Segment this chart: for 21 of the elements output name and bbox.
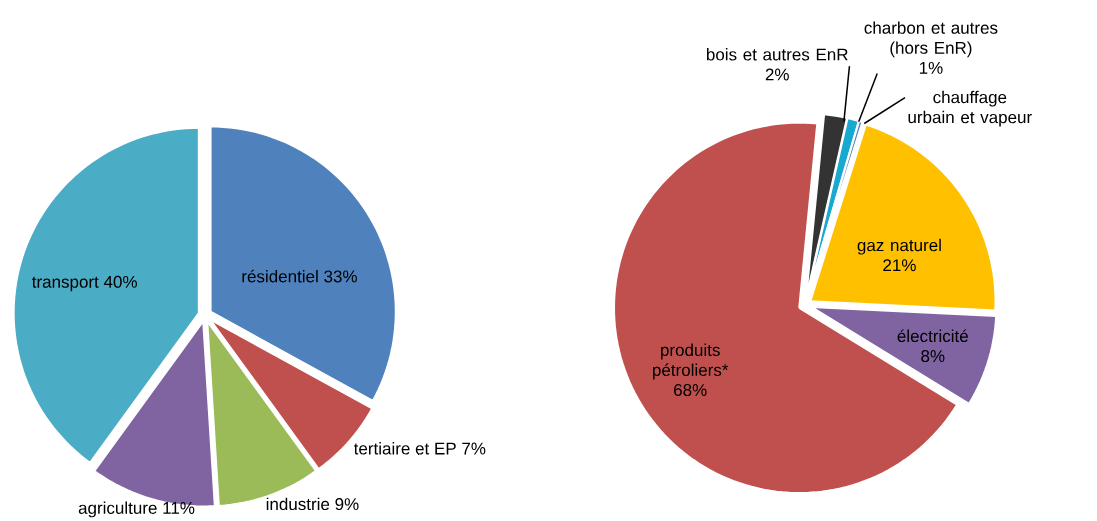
data-label: 21% (883, 259, 916, 272)
data-label: 68% (674, 384, 707, 397)
data-label: 11% (163, 502, 195, 514)
data-label: 2% (765, 68, 789, 81)
slice-label: transport (31, 276, 99, 292)
data-label: 33% (324, 270, 357, 283)
slice-label: électricité (897, 329, 968, 343)
data-label: 9% (335, 498, 359, 511)
slice-label: bois et autres EnR (706, 48, 848, 61)
data-label: 40% (103, 275, 137, 288)
data-label: 8% (921, 350, 945, 363)
slice-label: résidentiel (242, 269, 318, 283)
slice-label: gaz naturel (857, 238, 941, 255)
slice-label: agriculture (78, 501, 157, 518)
slice-label: tertiaire et EP (353, 442, 456, 455)
slice-label: industrie (266, 497, 330, 511)
slice-label: produits pétroliers* (653, 343, 729, 380)
slice-label: charbon et autres (hors EnR) (864, 21, 998, 58)
slice-label: chauffage urbain et vapeur (908, 90, 1032, 127)
data-label: 7% (462, 442, 486, 455)
data-label: 1% (919, 61, 943, 74)
